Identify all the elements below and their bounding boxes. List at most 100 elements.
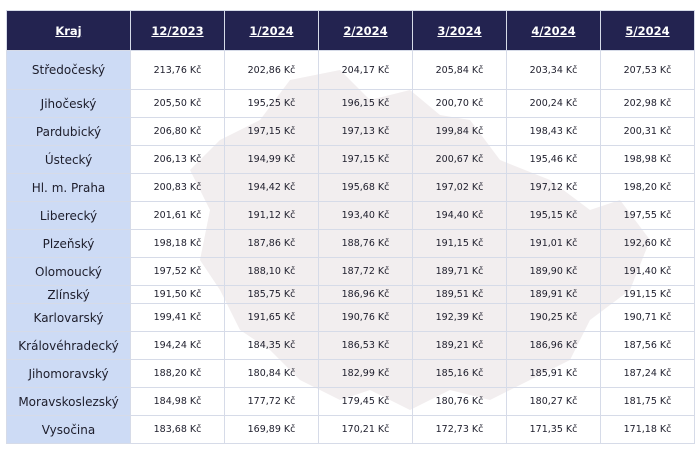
- price-cell: 190,76 Kč: [318, 303, 413, 332]
- price-cell: 200,31 Kč: [600, 117, 695, 146]
- region-name: Pardubický: [6, 117, 131, 146]
- price-cell: 181,75 Kč: [600, 387, 695, 416]
- table-row: Moravskoslezský 184,98 Kč 177,72 Kč 179,…: [6, 387, 695, 416]
- price-cell: 200,83 Kč: [130, 173, 225, 202]
- price-cell: 199,84 Kč: [412, 117, 507, 146]
- price-cell: 206,80 Kč: [130, 117, 225, 146]
- price-cell: 179,45 Kč: [318, 387, 413, 416]
- price-cell: 171,18 Kč: [600, 415, 695, 444]
- price-cell: 200,70 Kč: [412, 89, 507, 118]
- price-cell: 186,96 Kč: [506, 331, 601, 360]
- price-cell: 188,76 Kč: [318, 229, 413, 258]
- price-cell: 188,10 Kč: [224, 257, 319, 286]
- header-month: 5/2024: [600, 10, 695, 51]
- price-cell: 169,89 Kč: [224, 415, 319, 444]
- region-name: Ústecký: [6, 145, 131, 174]
- table-row: Karlovarský 199,41 Kč 191,65 Kč 190,76 K…: [6, 303, 695, 332]
- price-cell: 189,21 Kč: [412, 331, 507, 360]
- price-cell: 200,67 Kč: [412, 145, 507, 174]
- price-cell: 198,43 Kč: [506, 117, 601, 146]
- header-row: Kraj 12/2023 1/2024 2/2024 3/2024 4/2024…: [6, 10, 695, 51]
- price-cell: 202,86 Kč: [224, 50, 319, 90]
- price-cell: 205,50 Kč: [130, 89, 225, 118]
- region-name: Liberecký: [6, 201, 131, 230]
- table-row: Liberecký 201,61 Kč 191,12 Kč 193,40 Kč …: [6, 201, 695, 230]
- table-row: Plzeňský 198,18 Kč 187,86 Kč 188,76 Kč 1…: [6, 229, 695, 258]
- price-cell: 197,55 Kč: [600, 201, 695, 230]
- price-cell: 204,17 Kč: [318, 50, 413, 90]
- region-name: Karlovarský: [6, 303, 131, 332]
- price-cell: 184,98 Kč: [130, 387, 225, 416]
- price-cell: 195,25 Kč: [224, 89, 319, 118]
- price-cell: 198,18 Kč: [130, 229, 225, 258]
- header-month: 4/2024: [506, 10, 601, 51]
- header-month: 2/2024: [318, 10, 413, 51]
- price-cell: 195,68 Kč: [318, 173, 413, 202]
- price-cell: 199,41 Kč: [130, 303, 225, 332]
- price-cell: 187,86 Kč: [224, 229, 319, 258]
- price-cell: 185,75 Kč: [224, 285, 319, 304]
- price-cell: 189,71 Kč: [412, 257, 507, 286]
- region-name: Hl. m. Praha: [6, 173, 131, 202]
- region-name: Moravskoslezský: [6, 387, 131, 416]
- table-row: Hl. m. Praha 200,83 Kč 194,42 Kč 195,68 …: [6, 173, 695, 202]
- price-cell: 205,84 Kč: [412, 50, 507, 90]
- price-cell: 189,51 Kč: [412, 285, 507, 304]
- price-cell: 186,53 Kč: [318, 331, 413, 360]
- price-cell: 187,24 Kč: [600, 359, 695, 388]
- header-region: Kraj: [6, 10, 131, 51]
- price-cell: 198,98 Kč: [600, 145, 695, 174]
- header-month: 1/2024: [224, 10, 319, 51]
- price-cell: 182,99 Kč: [318, 359, 413, 388]
- price-cell: 170,21 Kč: [318, 415, 413, 444]
- price-cell: 191,12 Kč: [224, 201, 319, 230]
- price-cell: 186,96 Kč: [318, 285, 413, 304]
- region-name: Jihomoravský: [6, 359, 131, 388]
- table-row: Vysočina 183,68 Kč 169,89 Kč 170,21 Kč 1…: [6, 415, 695, 444]
- table-row: Středočeský 213,76 Kč 202,86 Kč 204,17 K…: [6, 50, 695, 90]
- price-cell: 177,72 Kč: [224, 387, 319, 416]
- price-cell: 191,65 Kč: [224, 303, 319, 332]
- header-month: 3/2024: [412, 10, 507, 51]
- price-cell: 213,76 Kč: [130, 50, 225, 90]
- price-cell: 195,15 Kč: [506, 201, 601, 230]
- price-cell: 190,71 Kč: [600, 303, 695, 332]
- price-cell: 194,42 Kč: [224, 173, 319, 202]
- price-cell: 197,15 Kč: [318, 145, 413, 174]
- price-cell: 206,13 Kč: [130, 145, 225, 174]
- price-cell: 191,50 Kč: [130, 285, 225, 304]
- table-row: Ústecký 206,13 Kč 194,99 Kč 197,15 Kč 20…: [6, 145, 695, 174]
- table-row: Jihomoravský 188,20 Kč 180,84 Kč 182,99 …: [6, 359, 695, 388]
- price-cell: 194,24 Kč: [130, 331, 225, 360]
- price-cell: 194,40 Kč: [412, 201, 507, 230]
- price-cell: 191,01 Kč: [506, 229, 601, 258]
- price-cell: 187,56 Kč: [600, 331, 695, 360]
- price-cell: 194,99 Kč: [224, 145, 319, 174]
- price-cell: 197,15 Kč: [224, 117, 319, 146]
- price-cell: 180,76 Kč: [412, 387, 507, 416]
- price-cell: 189,90 Kč: [506, 257, 601, 286]
- price-cell: 195,46 Kč: [506, 145, 601, 174]
- price-cell: 185,16 Kč: [412, 359, 507, 388]
- price-cell: 197,13 Kč: [318, 117, 413, 146]
- price-cell: 207,53 Kč: [600, 50, 695, 90]
- price-cell: 192,39 Kč: [412, 303, 507, 332]
- region-name: Středočeský: [6, 50, 131, 90]
- price-cell: 191,15 Kč: [600, 285, 695, 304]
- price-cell: 183,68 Kč: [130, 415, 225, 444]
- price-cell: 189,91 Kč: [506, 285, 601, 304]
- price-cell: 171,35 Kč: [506, 415, 601, 444]
- price-cell: 190,25 Kč: [506, 303, 601, 332]
- fuel-price-table: Kraj 12/2023 1/2024 2/2024 3/2024 4/2024…: [6, 10, 695, 444]
- price-cell: 188,20 Kč: [130, 359, 225, 388]
- region-name: Olomoucký: [6, 257, 131, 286]
- price-cell: 192,60 Kč: [600, 229, 695, 258]
- price-cell: 187,72 Kč: [318, 257, 413, 286]
- header-month: 12/2023: [130, 10, 225, 51]
- price-cell: 196,15 Kč: [318, 89, 413, 118]
- price-cell: 198,20 Kč: [600, 173, 695, 202]
- region-name: Plzeňský: [6, 229, 131, 258]
- region-name: Královéhradecký: [6, 331, 131, 360]
- price-cell: 172,73 Kč: [412, 415, 507, 444]
- table-row: Jihočeský 205,50 Kč 195,25 Kč 196,15 Kč …: [6, 89, 695, 118]
